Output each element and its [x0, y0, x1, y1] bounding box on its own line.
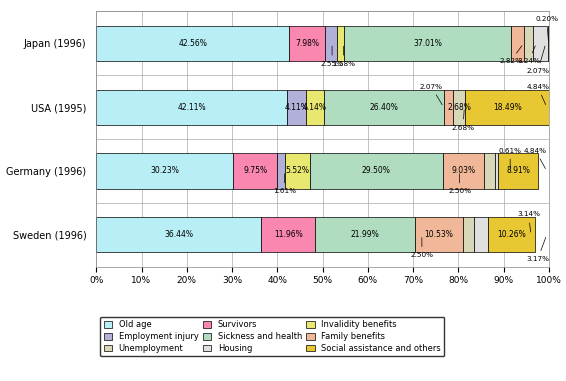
Text: 10.26%: 10.26% [497, 230, 526, 239]
Legend: Old age, Employment injury, Unemployment, Survivors, Sickness and health, Housin: Old age, Employment injury, Unemployment… [100, 317, 444, 356]
Text: 1.61%: 1.61% [273, 174, 296, 194]
Bar [261, 217, 315, 252]
Bar [488, 217, 535, 252]
Text: 18.49%: 18.49% [493, 102, 521, 112]
Bar [443, 154, 484, 189]
Text: 10.53%: 10.53% [424, 230, 453, 239]
Text: 2.68%: 2.68% [447, 102, 471, 112]
Bar [444, 90, 453, 125]
Text: 7.98%: 7.98% [295, 39, 319, 48]
Bar [96, 154, 233, 189]
Text: 9.03%: 9.03% [452, 166, 475, 176]
Bar [277, 154, 285, 189]
Text: 11.96%: 11.96% [274, 230, 303, 239]
Text: 2.82%: 2.82% [499, 46, 522, 64]
Text: 5.52%: 5.52% [285, 166, 309, 176]
Bar [306, 90, 324, 125]
Text: 3.24%: 3.24% [517, 46, 540, 64]
Text: 3.17%: 3.17% [526, 237, 549, 262]
Bar [453, 90, 465, 125]
Bar [337, 26, 344, 61]
Text: 30.23%: 30.23% [150, 166, 179, 176]
Text: 29.50%: 29.50% [362, 166, 391, 176]
Bar [524, 26, 534, 61]
Text: 4.14%: 4.14% [303, 102, 327, 112]
Bar [96, 26, 289, 61]
Text: 4.11%: 4.11% [284, 102, 308, 112]
Text: 26.40%: 26.40% [370, 102, 398, 112]
Text: 42.11%: 42.11% [177, 102, 206, 112]
Text: 3.14%: 3.14% [517, 211, 540, 232]
Text: 2.50%: 2.50% [410, 238, 434, 258]
Bar [325, 26, 337, 61]
Text: 36.44%: 36.44% [164, 230, 193, 239]
Text: 2.07%: 2.07% [420, 84, 443, 105]
Bar [484, 154, 495, 189]
Text: 0.61%: 0.61% [499, 147, 522, 168]
Bar [96, 217, 261, 252]
Text: 21.99%: 21.99% [351, 230, 380, 239]
Text: 42.56%: 42.56% [178, 39, 207, 48]
Text: 8.91%: 8.91% [507, 166, 530, 176]
Bar [344, 26, 511, 61]
Bar [287, 90, 306, 125]
Bar [474, 217, 488, 252]
Bar [495, 154, 498, 189]
Bar [511, 26, 524, 61]
Bar [465, 90, 549, 125]
Bar [548, 26, 549, 61]
Bar [233, 154, 277, 189]
Bar [289, 26, 325, 61]
Bar [96, 90, 287, 125]
Text: 4.84%: 4.84% [526, 84, 549, 105]
Bar [315, 217, 415, 252]
Text: 37.01%: 37.01% [413, 39, 442, 48]
Bar [415, 217, 462, 252]
Text: 2.68%: 2.68% [452, 110, 474, 131]
Text: 4.84%: 4.84% [524, 147, 547, 168]
Text: 9.75%: 9.75% [243, 166, 267, 176]
Bar [498, 154, 538, 189]
Bar [462, 217, 474, 252]
Text: 2.50%: 2.50% [448, 174, 471, 194]
Text: 2.07%: 2.07% [526, 46, 549, 74]
Text: 2.55%: 2.55% [320, 46, 344, 67]
Bar [324, 90, 444, 125]
Bar [310, 154, 443, 189]
Text: 1.58%: 1.58% [332, 46, 355, 67]
Bar [285, 154, 310, 189]
Bar [534, 26, 548, 61]
Text: 0.20%: 0.20% [535, 16, 558, 40]
